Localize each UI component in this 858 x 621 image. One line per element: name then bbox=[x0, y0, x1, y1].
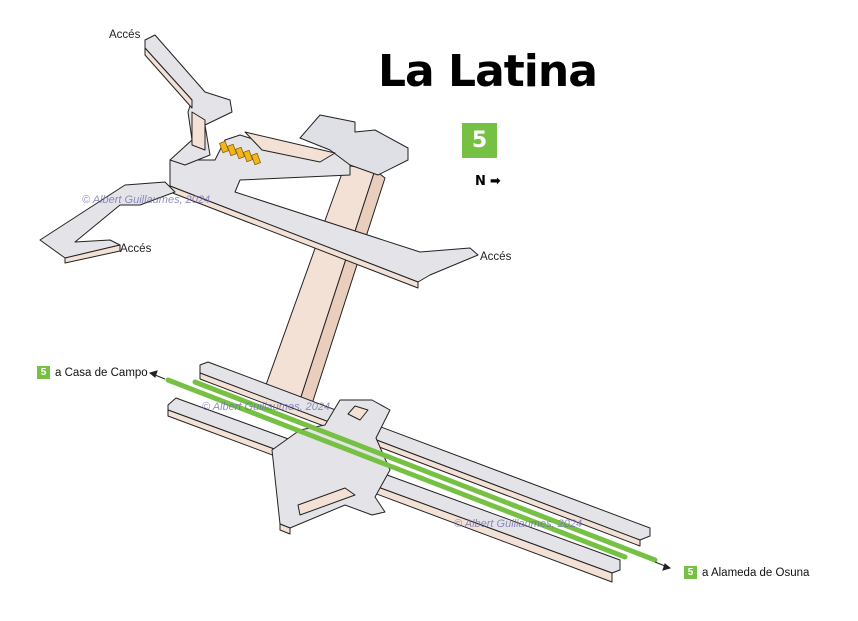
watermark: © Albert Guillaumes, 2024 bbox=[454, 518, 583, 530]
track-line-5 bbox=[165, 377, 658, 563]
arrow-left-icon bbox=[148, 370, 158, 378]
arrow-right-icon: ➡ bbox=[489, 174, 501, 189]
watermark: © Albert Guillaumes, 2024 bbox=[82, 194, 211, 206]
access-corridor-nw-side bbox=[191, 111, 206, 151]
stairs-icon bbox=[219, 140, 261, 166]
station-title: La Latina bbox=[378, 46, 598, 97]
cross-passage-side bbox=[279, 523, 291, 535]
access-corridor-nw-side2 bbox=[144, 47, 193, 109]
destination-label: a Casa de Campo bbox=[55, 366, 148, 379]
destination-casa-de-campo: 5 a Casa de Campo bbox=[37, 366, 148, 379]
north-indicator: N ➡ bbox=[475, 174, 501, 189]
line-5-mini-badge: 5 bbox=[37, 366, 50, 379]
access-label-e: Accés bbox=[480, 251, 512, 263]
cross-passage-ramp bbox=[297, 487, 356, 516]
arrow-right-icon bbox=[662, 563, 672, 571]
platform-upper-side bbox=[199, 372, 641, 547]
destination-alameda-de-osuna: 5 a Alameda de Osuna bbox=[684, 566, 809, 579]
access-corridor-w-side bbox=[64, 244, 121, 264]
cross-passage-hole bbox=[347, 405, 369, 421]
destination-label: a Alameda de Osuna bbox=[702, 566, 810, 579]
track-arrows bbox=[148, 370, 672, 571]
access-label-w: Accés bbox=[120, 243, 152, 255]
north-label: N bbox=[475, 174, 486, 189]
line-badge: 5 bbox=[462, 123, 497, 158]
line-5-mini-badge: 5 bbox=[684, 566, 697, 579]
mezzanine-box bbox=[299, 114, 409, 176]
hall-ramp bbox=[244, 131, 336, 163]
platform-lower-top bbox=[167, 397, 621, 574]
watermark: © Albert Guillaumes, 2024 bbox=[202, 401, 331, 413]
vestibule-hall bbox=[169, 134, 479, 283]
access-label-nw: Accés bbox=[109, 29, 141, 41]
